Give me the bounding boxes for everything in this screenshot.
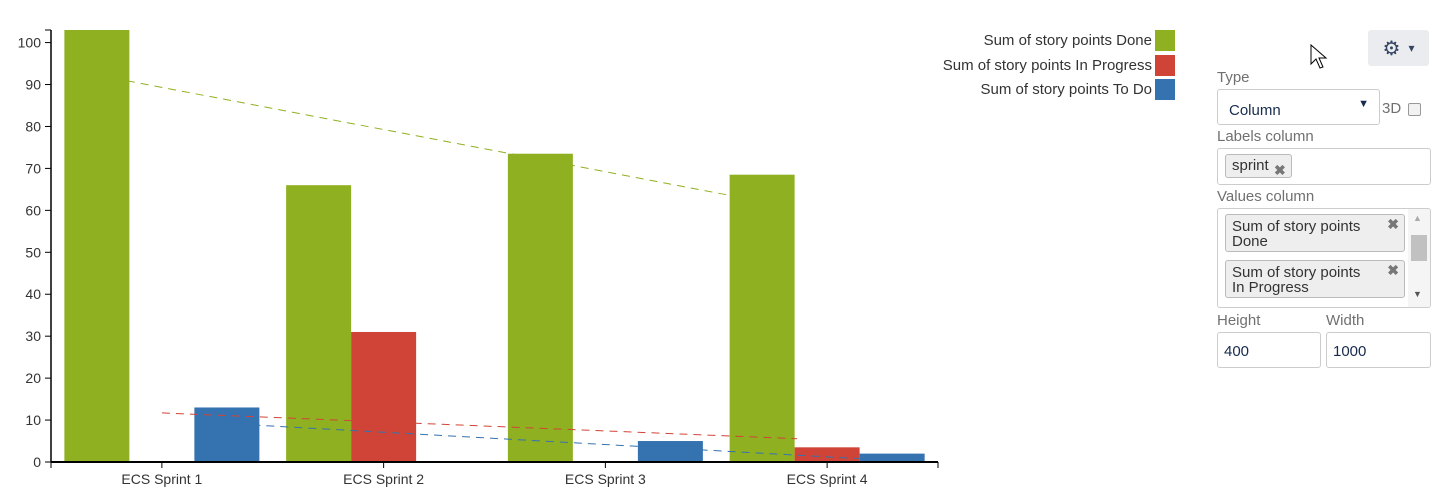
bar-0-0 — [64, 30, 130, 462]
chevron-down-icon: ▾ — [1408, 41, 1415, 55]
labels-column-label: Labels column — [1217, 128, 1314, 145]
y-tick-label: 30 — [25, 328, 41, 344]
bar-1-1 — [351, 331, 417, 462]
height-label: Height — [1217, 312, 1261, 329]
y-tick-label: 10 — [25, 412, 41, 428]
legend-item-to-do: Sum of story points To Do — [981, 77, 1175, 101]
settings-button[interactable]: ⚙ ▾ — [1368, 30, 1429, 66]
3d-label: 3D — [1382, 100, 1402, 117]
tag-text: sprint — [1232, 157, 1269, 174]
remove-tag-icon[interactable]: ✖ — [1273, 162, 1286, 178]
x-tick-label: ECS Sprint 4 — [787, 471, 868, 487]
value-tag-done: Sum of story points Done ✖ — [1225, 214, 1405, 252]
scrollbar-thumb[interactable] — [1411, 235, 1427, 261]
3d-checkbox[interactable] — [1408, 103, 1421, 116]
bar-2-2 — [637, 441, 703, 462]
type-select[interactable]: Column ▼ — [1217, 89, 1380, 125]
remove-tag-icon[interactable]: ✖ — [1387, 262, 1399, 278]
bar-0-3 — [729, 174, 795, 462]
tag-text: Sum of story points — [1232, 264, 1361, 281]
legend-item-in-progress: Sum of story points In Progress — [943, 53, 1175, 77]
label-tag-sprint: sprint ✖ — [1225, 154, 1292, 178]
values-column-label: Values column — [1217, 188, 1315, 205]
legend-label: Sum of story points Done — [983, 31, 1152, 49]
width-label: Width — [1326, 312, 1365, 329]
trendline-0 — [99, 75, 735, 197]
scroll-down-icon[interactable]: ▼ — [1413, 289, 1422, 299]
x-tick-label: ECS Sprint 3 — [565, 471, 646, 487]
type-label: Type — [1217, 69, 1250, 86]
legend-label: Sum of story points In Progress — [942, 56, 1152, 74]
gear-icon: ⚙ — [1382, 37, 1401, 60]
height-input[interactable]: 400 — [1217, 332, 1321, 368]
width-value: 1000 — [1333, 343, 1367, 360]
x-tick-label: ECS Sprint 2 — [343, 471, 424, 487]
y-tick-label: 80 — [25, 118, 41, 134]
y-tick-label: 20 — [25, 370, 41, 386]
value-tag-in-progress: Sum of story points In Progress ✖ — [1225, 260, 1405, 298]
tag-text: In Progress — [1232, 279, 1309, 296]
mouse-cursor-icon — [1310, 43, 1328, 69]
tag-text: Done — [1232, 233, 1268, 250]
scroll-up-icon[interactable]: ▲ — [1413, 213, 1422, 223]
labels-column-input[interactable]: sprint ✖ — [1217, 148, 1431, 185]
y-tick-label: 50 — [25, 244, 41, 260]
legend-swatch — [1155, 54, 1175, 76]
legend-label: Sum of story points To Do — [980, 80, 1152, 98]
bar-1-3 — [794, 447, 860, 462]
y-tick-label: 60 — [25, 202, 41, 218]
legend-swatch — [1155, 78, 1175, 100]
scrollbar[interactable]: ▲ ▼ — [1408, 209, 1430, 307]
y-tick-label: 0 — [33, 454, 41, 470]
bar-0-2 — [507, 153, 573, 462]
column-chart: 0 10 20 30 40 50 60 70 80 90 100 ECS Sprint 1 ECS Sp… — [18, 29, 939, 487]
x-tick-label: ECS Sprint 1 — [121, 471, 202, 487]
values-column-input[interactable]: Sum of story points Done ✖ Sum of story po… — [1217, 208, 1431, 308]
bar-2-3 — [859, 453, 925, 462]
bar-0-1 — [286, 185, 352, 463]
legend-swatch — [1155, 29, 1175, 51]
width-input[interactable]: 1000 — [1326, 332, 1431, 368]
dropdown-arrow-icon: ▼ — [1358, 98, 1369, 110]
trendline-1 — [161, 412, 798, 440]
legend-item-done: Sum of story points Done — [984, 28, 1175, 52]
height-value: 400 — [1224, 343, 1250, 360]
y-tick-label: 40 — [25, 286, 41, 302]
y-tick-label: 100 — [18, 35, 42, 51]
bar-2-0 — [194, 407, 260, 462]
remove-tag-icon[interactable]: ✖ — [1387, 216, 1399, 232]
y-tick-label: 70 — [25, 160, 41, 176]
type-select-value: Column — [1229, 102, 1281, 119]
y-tick-label: 90 — [25, 77, 41, 93]
tag-text: Sum of story points — [1232, 218, 1361, 235]
